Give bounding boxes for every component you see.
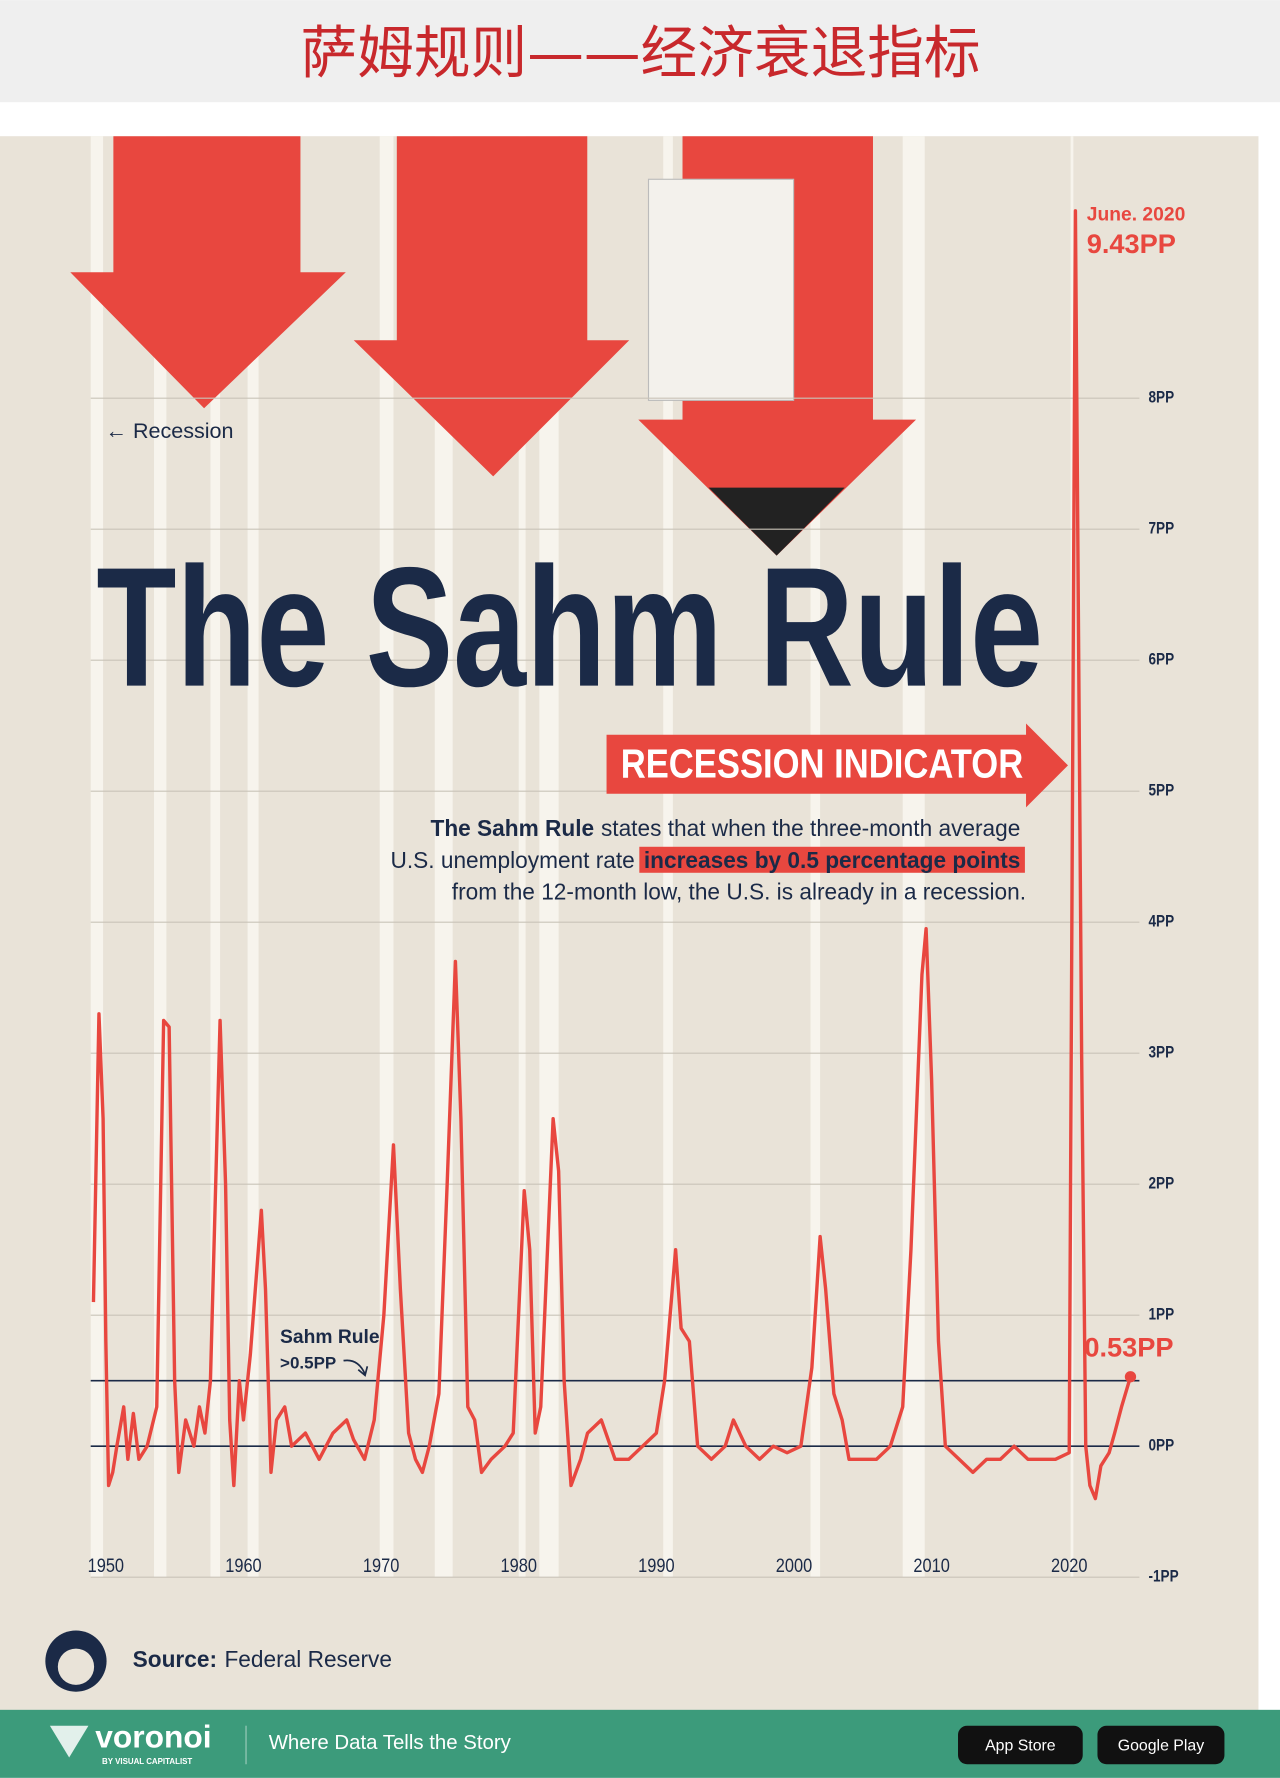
peak-date: June. 2020 xyxy=(1087,204,1186,225)
y-tick-label: 6PP xyxy=(1148,650,1174,669)
google-play[interactable]: Google Play xyxy=(1118,1737,1204,1754)
x-tick-label: 2020 xyxy=(1051,1555,1087,1577)
logo-inner xyxy=(57,1648,95,1685)
data-line xyxy=(91,209,1133,1501)
description-line: The Sahm Rule states that when the three-… xyxy=(430,815,1020,841)
x-tick-label: 2010 xyxy=(913,1555,949,1577)
y-tick-label: 4PP xyxy=(1148,912,1174,931)
rule-label: Sahm Rule xyxy=(280,1327,380,1348)
latest-point xyxy=(1124,1371,1137,1383)
app-store-button[interactable] xyxy=(958,1725,1083,1765)
tagline: Where Data Tells the Story xyxy=(269,1732,512,1754)
header-title: 萨姆规则——经济衰退指标 xyxy=(301,20,981,86)
source-text: Federal Reserve xyxy=(224,1646,391,1672)
recession-band xyxy=(247,136,259,1578)
recession-band xyxy=(210,136,221,1578)
description-line: U.S. unemployment rate xyxy=(390,847,634,873)
y-tick-label: 2PP xyxy=(1148,1174,1174,1193)
brand: voronoi xyxy=(95,1719,211,1755)
recession-band xyxy=(518,136,526,1578)
description-line: from the 12-month low, the U.S. is alrea… xyxy=(452,879,1026,905)
description-bold: The Sahm Rule xyxy=(430,815,594,841)
highlight-bg xyxy=(639,846,1025,873)
recession-band xyxy=(90,136,104,1578)
y-tick-label: 8PP xyxy=(1148,388,1174,407)
y-tick-label: 5PP xyxy=(1148,781,1174,800)
google-play-button[interactable] xyxy=(1097,1725,1225,1765)
recession-label: ← Recession xyxy=(105,419,233,443)
brand-icon xyxy=(49,1725,89,1758)
value-label: 9.43PP xyxy=(1087,228,1176,259)
subtitle: RECESSION INDICATOR xyxy=(621,740,1023,786)
y-tick-label: 1PP xyxy=(1148,1305,1174,1324)
x-tick-label: 1980 xyxy=(501,1555,537,1577)
value-label: 0.53PP xyxy=(1084,1332,1173,1363)
y-tick-label: -1PP xyxy=(1148,1567,1178,1586)
main-title: The Sahm Rule xyxy=(96,533,1043,723)
x-tick-label: 2000 xyxy=(776,1555,812,1577)
recession-band xyxy=(154,136,167,1578)
description-text: states that when the three-month average xyxy=(601,815,1020,841)
subtitle-banner xyxy=(606,723,1068,808)
y-tick-label: 0PP xyxy=(1148,1436,1174,1455)
description-highlight: increases by 0.5 percentage points xyxy=(644,847,1021,873)
brand-by: BY VISUAL CAPITALIST xyxy=(102,1757,192,1766)
arrow xyxy=(70,136,346,409)
recession-band xyxy=(539,136,559,1578)
flipchart xyxy=(647,178,795,401)
header-bar xyxy=(0,0,1280,103)
app-store[interactable]: App Store xyxy=(985,1737,1056,1754)
recession-band xyxy=(434,136,453,1578)
y-tick-label: 7PP xyxy=(1148,519,1174,538)
rule-value: >0.5PP xyxy=(280,1354,336,1373)
x-tick-label: 1970 xyxy=(363,1555,399,1577)
x-tick-label: 1960 xyxy=(225,1555,261,1577)
x-tick-label: 1950 xyxy=(88,1555,124,1577)
arrow-tip xyxy=(708,487,845,556)
x-tick-label: 1990 xyxy=(638,1555,674,1577)
y-tick-label: 3PP xyxy=(1148,1043,1174,1062)
arrow xyxy=(353,136,630,477)
rule-arrow xyxy=(343,1359,369,1377)
source-label: Source: xyxy=(133,1646,217,1672)
